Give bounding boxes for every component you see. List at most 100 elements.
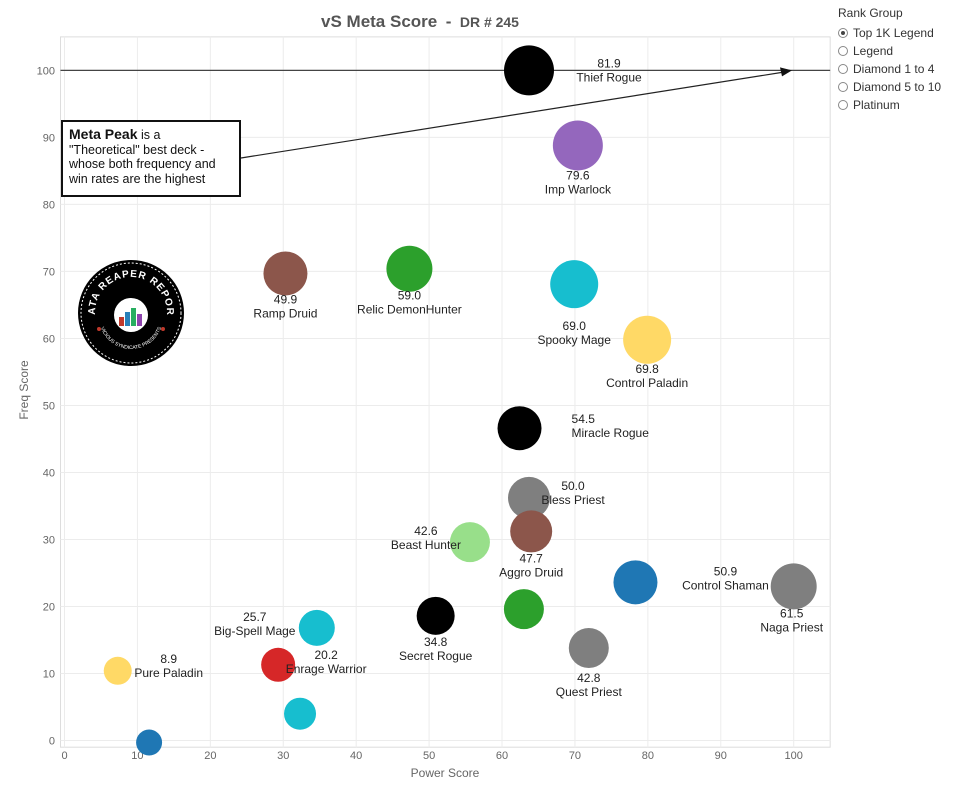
- arrow-shaft: [240, 71, 783, 159]
- legend-option-label: Legend: [853, 44, 894, 58]
- data-label-score: 59.0: [398, 289, 422, 303]
- y-tick-label: 30: [43, 534, 55, 546]
- annotation-text-4: win rates are the highest: [69, 171, 206, 186]
- legend-option-label: Diamond 5 to 10: [853, 80, 942, 94]
- legend-items: Top 1K Legend Legend Diamond 1 to 4 Diamond…: [838, 24, 953, 114]
- data-label-score: 20.2: [314, 648, 338, 662]
- y-tick-label: 50: [43, 400, 55, 412]
- data-point: [416, 596, 455, 635]
- data-label-name: Miracle Rogue: [572, 426, 650, 440]
- legend-option[interactable]: Diamond 1 to 4: [838, 60, 953, 78]
- data-label-name: Naga Priest: [760, 620, 823, 634]
- annotation-arrow: [240, 67, 792, 159]
- x-tick-label: 40: [350, 750, 362, 762]
- x-tick-label: 20: [204, 750, 216, 762]
- arrow-head: [780, 67, 792, 77]
- x-tick-label: 80: [642, 750, 654, 762]
- data-points: [103, 45, 817, 756]
- data-label-name: Control Paladin: [606, 376, 688, 390]
- data-label-name: Imp Warlock: [545, 182, 612, 196]
- data-label-score: 34.8: [424, 635, 448, 649]
- x-tick-label: 100: [785, 750, 803, 762]
- data-label-name: Enrage Warrior: [286, 662, 367, 676]
- legend-option[interactable]: Top 1K Legend: [838, 24, 953, 42]
- data-label-name: Beast Hunter: [391, 538, 461, 552]
- data-point: [770, 563, 817, 610]
- plot-frame: [60, 36, 831, 748]
- data-point: [497, 406, 542, 451]
- data-label-score: 8.9: [160, 652, 177, 666]
- data-label-score: 25.7: [243, 610, 267, 624]
- chart-title: vS Meta Score - DR # 245: [321, 12, 519, 31]
- axes: 0 10 20 30 40 50 60 70 80 90 100 0 10 20 30 40 50 60 70 80 9…: [37, 65, 803, 762]
- data-point: [261, 647, 296, 682]
- data-label-name: Quest Priest: [556, 685, 623, 699]
- data-label-score: 50.9: [714, 564, 738, 578]
- data-label-name: Bless Priest: [541, 493, 605, 507]
- data-point: [623, 315, 672, 364]
- y-axis-title: Freq Score: [17, 360, 31, 420]
- data-point: [503, 589, 544, 630]
- data-label-name: Secret Rogue: [399, 649, 473, 663]
- data-point: [552, 120, 603, 171]
- data-label-name: Pure Paladin: [134, 666, 203, 680]
- x-tick-label: 30: [277, 750, 289, 762]
- annotation-text-1: is a: [140, 128, 161, 142]
- y-tick-label: 40: [43, 467, 55, 479]
- y-tick-label: 100: [37, 65, 55, 77]
- radio-icon[interactable]: [838, 46, 848, 56]
- data-point: [613, 560, 658, 605]
- radio-icon[interactable]: [838, 64, 848, 74]
- data-point: [136, 729, 163, 756]
- data-label-score: 69.0: [563, 319, 587, 333]
- data-label-name: Thief Rogue: [576, 70, 642, 84]
- x-tick-label: 70: [569, 750, 581, 762]
- y-tick-label: 20: [43, 601, 55, 613]
- annotation-text-3: whose both frequency and: [69, 157, 216, 171]
- data-point: [504, 45, 555, 96]
- data-label-name: Spooky Mage: [538, 333, 612, 347]
- x-tick-label: 90: [715, 750, 727, 762]
- y-tick-label: 60: [43, 333, 55, 345]
- data-label-name: Big-Spell Mage: [214, 624, 296, 638]
- legend-option-label: Top 1K Legend: [853, 26, 934, 40]
- radio-icon[interactable]: [838, 28, 848, 38]
- data-label-score: 69.8: [635, 362, 659, 376]
- data-label-score: 42.6: [414, 524, 438, 538]
- radio-icon[interactable]: [838, 100, 848, 110]
- data-label-name: Control Shaman: [682, 578, 769, 592]
- data-reaper-logo: DATA REAPER REPORT VICIOUS SYNDICATE PRE…: [77, 259, 184, 366]
- legend-option[interactable]: Diamond 5 to 10: [838, 78, 953, 96]
- data-point: [508, 476, 551, 519]
- data-label-name: Relic DemonHunter: [357, 303, 462, 317]
- data-point: [449, 522, 490, 563]
- data-point: [568, 628, 609, 669]
- x-tick-label: 60: [496, 750, 508, 762]
- y-tick-label: 90: [43, 132, 55, 144]
- annotation-text-2: "Theoretical" best deck -: [69, 142, 205, 157]
- legend-option-label: Diamond 1 to 4: [853, 62, 935, 76]
- legend-option[interactable]: Legend: [838, 42, 953, 60]
- data-label-score: 79.6: [566, 168, 590, 182]
- y-tick-label: 80: [43, 199, 55, 211]
- data-point: [263, 251, 308, 296]
- annotation-heading: Meta Peak: [69, 126, 138, 142]
- data-label-score: 54.5: [572, 412, 596, 426]
- x-axis-title: Power Score: [411, 766, 480, 780]
- y-tick-label: 70: [43, 266, 55, 278]
- data-point: [510, 510, 553, 553]
- y-tick-label: 0: [49, 736, 55, 748]
- meta-peak-annotation: Meta Peak is a "Theoretical" best deck -…: [61, 120, 241, 197]
- legend-option-label: Platinum: [853, 98, 900, 112]
- radio-icon[interactable]: [838, 82, 848, 92]
- data-label-score: 47.7: [520, 551, 544, 565]
- data-label-name: Aggro Druid: [499, 565, 563, 579]
- legend-option[interactable]: Platinum: [838, 96, 953, 114]
- data-point: [386, 245, 433, 292]
- data-label-score: 61.5: [780, 606, 804, 620]
- data-label-name: Ramp Druid: [253, 306, 317, 320]
- data-point: [298, 609, 335, 646]
- x-tick-label: 50: [423, 750, 435, 762]
- legend-title: Rank Group: [838, 6, 903, 20]
